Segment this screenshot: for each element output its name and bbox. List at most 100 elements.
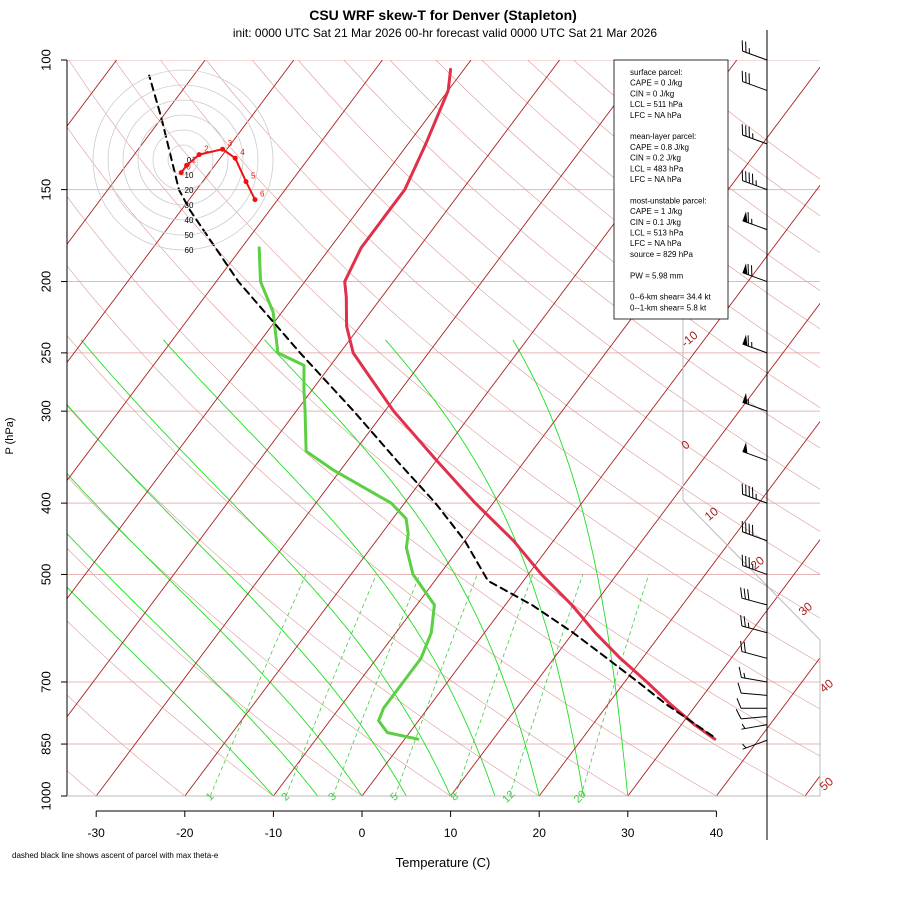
hodo-point xyxy=(178,170,184,176)
hodo-point-label: 2 xyxy=(204,145,209,154)
mixing-ratio-line xyxy=(285,574,377,796)
frame-diagonal xyxy=(682,499,821,641)
moist-adiabat xyxy=(162,339,496,796)
hodo-point-label: 4 xyxy=(240,148,245,157)
hodograph: 01020304050600123456 xyxy=(92,69,274,255)
hodo-point xyxy=(220,146,226,152)
y-axis-label: P (hPa) xyxy=(4,417,16,454)
wind-barb xyxy=(740,640,768,659)
y-tick-label: 1000 xyxy=(38,782,53,811)
wind-barb xyxy=(738,666,768,683)
x-tick-label: -20 xyxy=(176,826,194,840)
hodo-ring-ten xyxy=(167,144,199,176)
isotherm-line xyxy=(67,60,472,600)
dry-adiabat xyxy=(67,694,185,796)
dry-adiabat xyxy=(297,60,820,490)
moist-adiabat xyxy=(264,339,540,796)
mixing-ratio-label: 3 xyxy=(326,791,339,804)
isotherm-line xyxy=(67,60,295,364)
dry-adiabat xyxy=(68,60,820,710)
moist-adiabat xyxy=(67,586,274,796)
isotherm-label: 30 xyxy=(796,599,815,619)
hodo-point xyxy=(252,197,258,203)
stats-line: CIN = 0.2 J/kg xyxy=(630,154,681,163)
dry-adiabat xyxy=(114,60,820,664)
isotherm-label: -10 xyxy=(678,328,701,350)
wind-barb xyxy=(742,392,768,412)
mixing-ratio-label: 12 xyxy=(500,788,517,805)
x-tick-label: -10 xyxy=(265,826,283,840)
stats-line: source = 829 hPa xyxy=(630,250,693,259)
y-tick-label: 300 xyxy=(38,400,53,422)
stats-line: LFC = NA hPa xyxy=(630,175,682,184)
hodo-point xyxy=(196,152,202,158)
chart-title: CSU WRF skew-T for Denver (Stapleton) xyxy=(309,7,577,23)
wind-barb xyxy=(737,682,768,696)
stats-line: PW = 5.98 mm xyxy=(630,271,683,280)
isotherm-line xyxy=(67,60,560,718)
x-axis-label: Temperature (C) xyxy=(396,855,491,870)
background-lines xyxy=(67,60,820,796)
hodo-ring-sixty xyxy=(92,69,274,251)
parcel-line xyxy=(148,74,714,738)
chart-subtitle: init: 0000 UTC Sat 21 Mar 2026 00-hr for… xyxy=(233,26,658,40)
wind-barb xyxy=(741,40,768,61)
wind-barb xyxy=(741,521,768,542)
stats-line: CAPE = 0 J/kg xyxy=(630,79,682,88)
x-tick-label: -30 xyxy=(88,826,106,840)
mixing-ratio-label: 5 xyxy=(388,791,401,804)
moist-adiabat xyxy=(80,339,452,796)
dry-adiabat xyxy=(67,265,717,796)
isotherm-line xyxy=(538,420,820,796)
isotherm-line xyxy=(273,66,820,796)
dry-adiabat xyxy=(67,547,363,796)
stats-line: 0--1-km shear= 5.8 kt xyxy=(630,303,707,312)
x-tick-label: 30 xyxy=(621,826,635,840)
mixing-ratio-label: 20 xyxy=(572,788,589,805)
stats-line: LCL = 513 hPa xyxy=(630,229,684,238)
isotherm-line xyxy=(361,184,820,796)
wind-barb xyxy=(742,263,768,283)
mixing-ratio-line xyxy=(580,574,650,796)
y-tick-label: 250 xyxy=(38,342,53,364)
hodo-point-label: 0 xyxy=(186,163,191,172)
stats-line: most-unstable parcel: xyxy=(630,196,706,205)
hodo-ring-label: 10 xyxy=(185,171,194,180)
y-tick-label: 700 xyxy=(38,671,53,693)
wind-barb xyxy=(742,442,768,461)
dry-adiabat xyxy=(67,405,540,796)
wind-barbs xyxy=(735,30,768,840)
hodo-point-label: 1 xyxy=(192,155,197,164)
isotherm-line xyxy=(95,60,649,796)
stats-line: LCL = 483 hPa xyxy=(630,164,684,173)
moist-adiabat xyxy=(67,532,319,796)
stats-line: surface parcel: xyxy=(630,68,682,77)
wind-barb xyxy=(742,334,768,354)
hodo-point xyxy=(243,179,249,185)
mixing-ratio-line xyxy=(394,574,478,796)
hodo-point-label: 5 xyxy=(251,172,256,181)
wind-barb xyxy=(740,587,768,606)
moist-adiabat xyxy=(512,339,629,796)
wind-barb xyxy=(741,554,768,575)
hodo-ring-forty xyxy=(122,99,244,221)
y-tick-label: 400 xyxy=(38,492,53,514)
stats-line: CIN = 0.1 J/kg xyxy=(630,218,681,227)
hodo-ring-label: 0 xyxy=(187,156,192,165)
hodo-ring-thirty xyxy=(137,114,229,206)
stats-line: mean-layer parcel: xyxy=(630,132,696,141)
wind-barb xyxy=(740,615,768,634)
hodo-point-label: 3 xyxy=(228,139,233,148)
x-tick-label: 10 xyxy=(444,826,458,840)
mixing-ratio-line xyxy=(454,574,534,796)
dry-adiabat xyxy=(67,196,806,796)
dry-adiabat xyxy=(160,60,820,619)
hodo-ring-label: 40 xyxy=(185,216,194,225)
x-tick-label: 0 xyxy=(359,826,366,840)
dry-adiabat xyxy=(343,60,820,449)
isotherm-label: 0 xyxy=(678,437,692,452)
dry-adiabat xyxy=(435,60,820,369)
temperature-line xyxy=(343,67,717,741)
